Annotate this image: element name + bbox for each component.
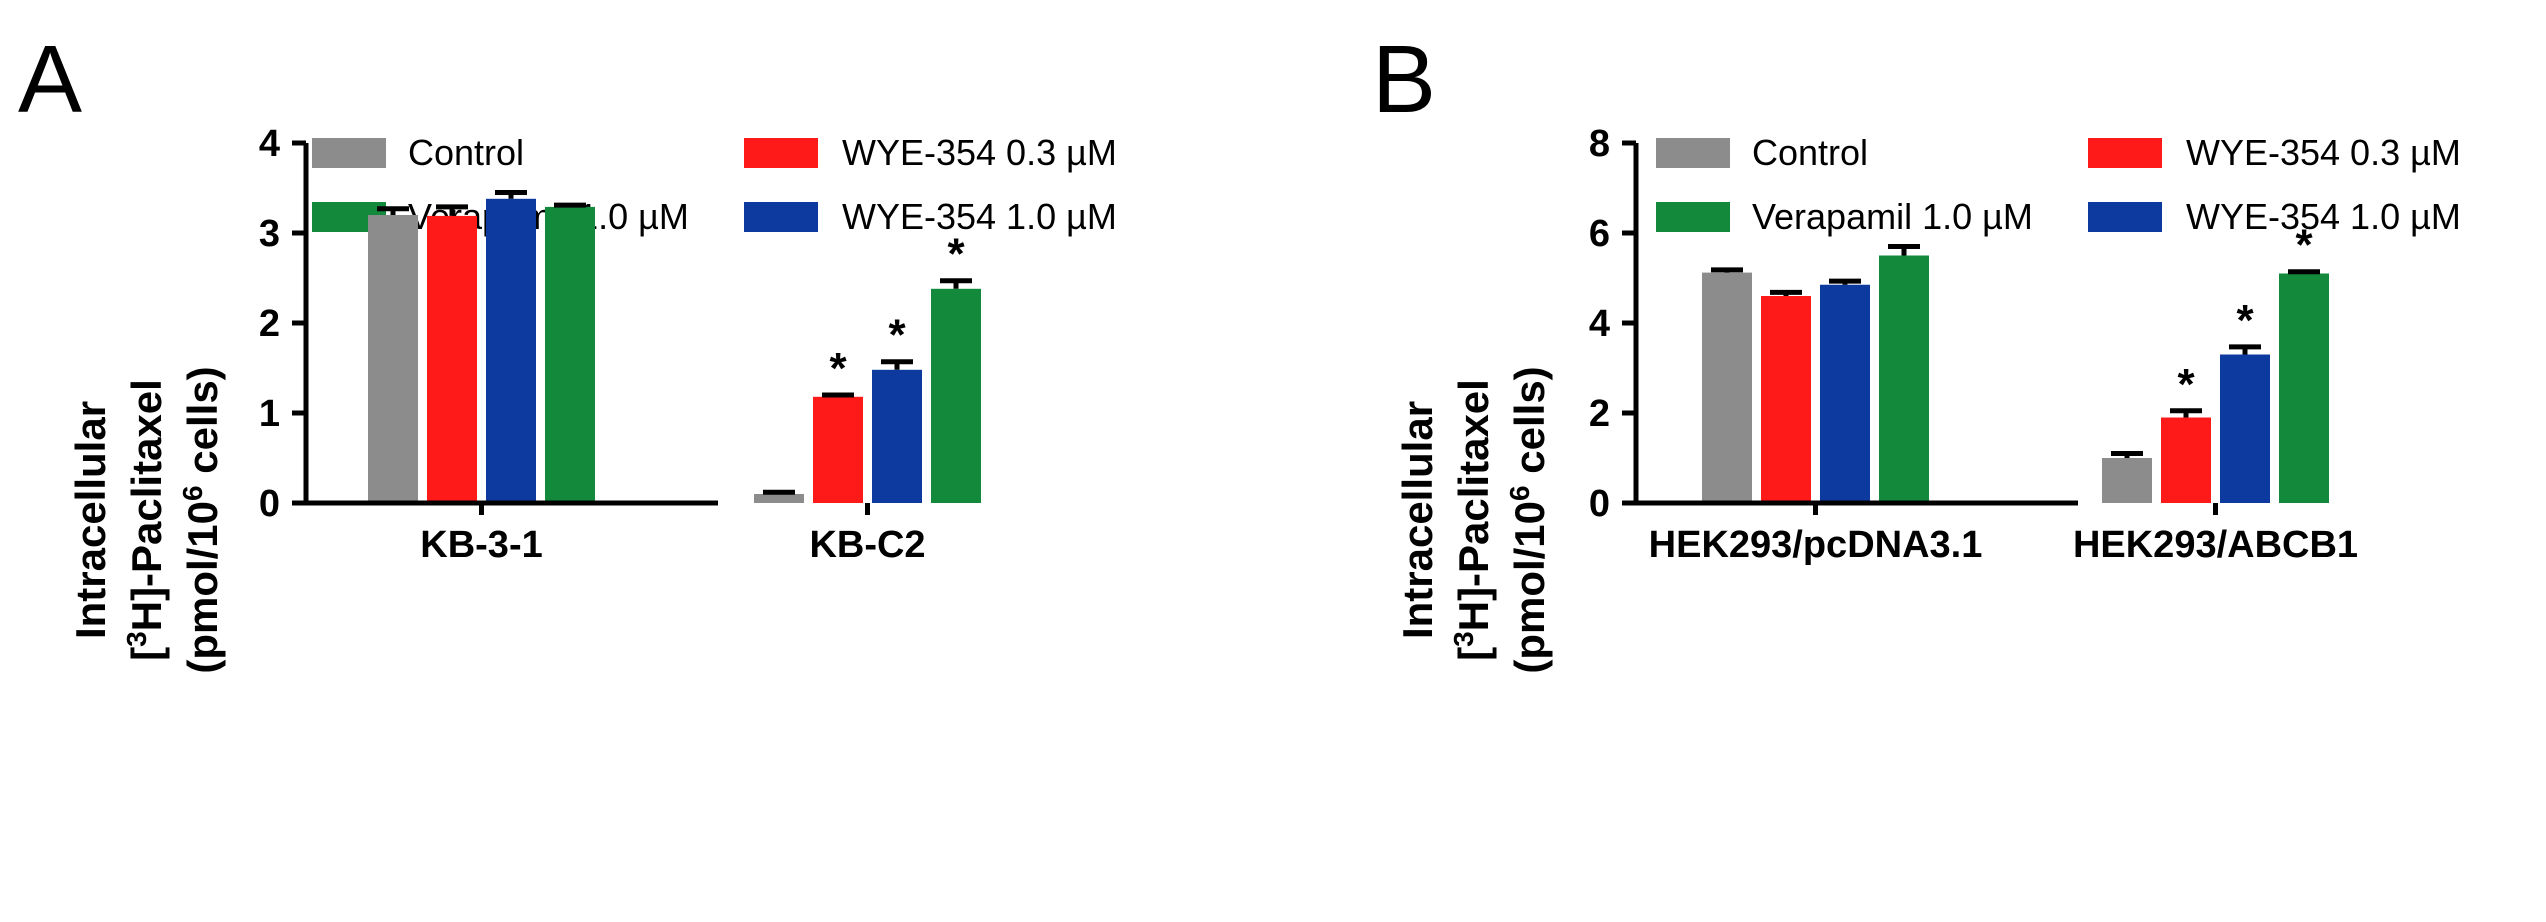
error-bars [1711,244,2320,458]
y-tick-label: 1 [259,393,280,435]
significance-star: * [2236,296,2254,345]
legend-label-control: Control [408,132,524,173]
y-ticks: 0 1 2 3 4 [259,123,280,525]
bar [872,369,922,503]
bar [813,396,863,503]
bar [2220,354,2270,503]
legend-swatch-wye-1-0 [2088,202,2162,232]
significance-stars: * * * [829,230,965,393]
error-bar [1770,289,1802,296]
error-bar [1888,244,1920,256]
y-tick-label: 8 [1589,123,1610,165]
significance-star: * [947,230,965,279]
category-labels: HEK293/pcDNA3.1 HEK293/ABCB1 [1649,524,2358,566]
error-bar [554,202,586,208]
error-bar [881,359,913,370]
error-bar [822,392,854,398]
axes [1622,140,2218,515]
bar [2279,273,2329,503]
error-bar [377,206,409,215]
y-label-line-1: Intracellular [67,401,114,639]
error-bar [495,190,527,199]
y-label-line-2: [3H]-Paclitaxel [1448,379,1498,661]
significance-star: * [888,311,906,360]
legend-label-wye-0-3: WYE-354 0.3 µM [2186,132,2461,173]
bars [368,198,981,504]
legend: Control Verapamil 1.0 µM WYE-354 0.3 µM … [312,132,1117,237]
legend-label-wye-1-0: WYE-354 1.0 µM [842,196,1117,237]
error-bar [940,278,972,289]
axes [292,140,870,515]
panel-letter: B [1372,26,1436,133]
y-ticks: 0 2 4 6 8 [1589,123,1610,525]
error-bar [1711,267,1743,273]
legend-swatch-verapamil [1656,202,1730,232]
bar [1761,296,1811,503]
legend-swatch-control [312,138,386,168]
bar [931,288,981,503]
legend: Control Verapamil 1.0 µM WYE-354 0.3 µM … [1656,132,2461,237]
error-bar [2229,344,2261,355]
y-tick-label: 6 [1589,213,1610,255]
y-tick-label: 2 [1589,393,1610,435]
bar [486,198,536,504]
y-tick-label: 2 [259,303,280,345]
x-tick-label: HEK293/pcDNA3.1 [1649,524,1983,566]
significance-star: * [829,344,847,393]
bar [1702,272,1752,503]
x-tick-label: KB-3-1 [420,524,542,566]
error-bar [2288,269,2320,275]
y-tick-label: 0 [1589,483,1610,525]
panel-a: A Control Verapamil 1.0 µM WYE-354 0.3 µ… [18,26,1117,674]
bar [1879,255,1929,503]
significance-star: * [2295,221,2313,270]
x-tick-label: KB-C2 [809,524,925,566]
bar [2161,417,2211,503]
panel-letter: A [18,26,82,133]
bar [545,206,595,503]
legend-label-wye-1-0: WYE-354 1.0 µM [2186,196,2461,237]
y-tick-label: 0 [259,483,280,525]
y-label-line-1: Intracellular [1394,401,1441,639]
y-tick-label: 3 [259,213,280,255]
error-bar [1829,278,1861,285]
error-bar [2170,408,2202,418]
legend-swatch-wye-0-3 [2088,138,2162,168]
panel-b: B Control Verapamil 1.0 µM WYE-354 0.3 µ… [1372,26,2461,674]
bar [2102,458,2152,503]
y-label-line-2: [3H]-Paclitaxel [121,379,171,661]
bar [1820,284,1870,503]
error-bars [377,190,972,495]
legend-swatch-control [1656,138,1730,168]
legend-swatch-wye-0-3 [744,138,818,168]
y-tick-label: 4 [1589,303,1610,345]
error-bar [436,204,468,216]
legend-label-wye-0-3: WYE-354 0.3 µM [842,132,1117,173]
y-label-line-3: (pmol/106 cells) [1504,366,1554,673]
error-bar [2111,451,2143,458]
legend-label-control: Control [1752,132,1868,173]
legend-label-verapamil: Verapamil 1.0 µM [1752,196,2033,237]
bar [427,215,477,503]
bars [1702,255,2329,503]
bar [754,494,804,503]
category-labels: KB-3-1 KB-C2 [420,524,925,566]
significance-star: * [2177,360,2195,409]
x-tick-label: HEK293/ABCB1 [2073,524,2358,566]
y-axis-label: Intracellular [3H]-Paclitaxel (pmol/106 … [1394,366,1553,673]
bar [368,215,418,503]
y-axis-label: Intracellular [3H]-Paclitaxel (pmol/106 … [67,366,226,673]
y-label-line-3: (pmol/106 cells) [177,366,227,673]
error-bar [763,489,795,495]
significance-stars: * * * [2177,221,2313,409]
y-tick-label: 4 [259,123,280,165]
legend-swatch-wye-1-0 [744,202,818,232]
